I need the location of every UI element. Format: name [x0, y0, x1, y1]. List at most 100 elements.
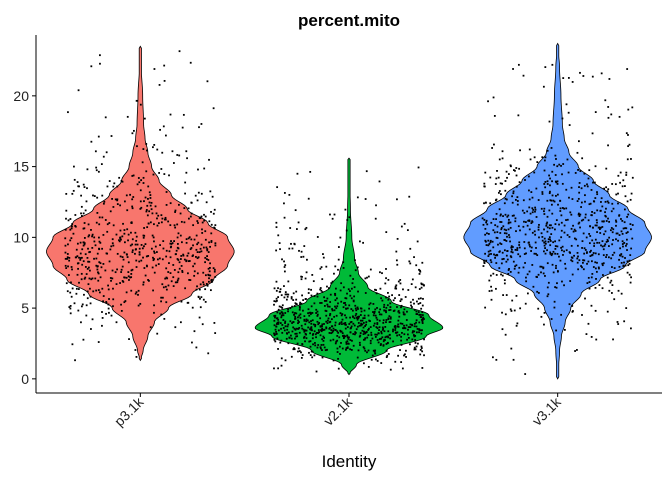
point-v3.1k [524, 262, 526, 264]
point-p3.1k [210, 241, 213, 243]
point-v2.1k [421, 318, 424, 321]
point-v3.1k [504, 180, 507, 182]
point-v2.1k [380, 362, 383, 364]
point-v3.1k [509, 226, 512, 229]
point-v2.1k [388, 333, 391, 336]
point-v2.1k [407, 336, 410, 339]
point-p3.1k [202, 271, 205, 274]
point-v2.1k [278, 290, 281, 293]
point-v3.1k [492, 272, 495, 275]
point-v3.1k [589, 255, 592, 257]
point-v2.1k [419, 329, 422, 332]
point-p3.1k [205, 201, 208, 204]
point-v2.1k [389, 337, 392, 340]
point-p3.1k [148, 279, 150, 282]
point-p3.1k [213, 270, 216, 273]
point-p3.1k [90, 140, 93, 143]
point-v3.1k [591, 132, 594, 135]
point-v3.1k [495, 262, 498, 264]
point-p3.1k [128, 338, 130, 340]
point-v2.1k [309, 313, 312, 315]
point-p3.1k [209, 289, 212, 292]
point-p3.1k [146, 204, 149, 207]
point-v2.1k [339, 289, 342, 292]
point-p3.1k [196, 251, 199, 253]
point-v2.1k [411, 331, 414, 334]
point-p3.1k [95, 166, 98, 169]
point-v3.1k [564, 267, 567, 270]
point-v3.1k [551, 263, 554, 266]
point-v3.1k [483, 262, 486, 264]
point-v2.1k [302, 309, 304, 312]
point-p3.1k [214, 275, 217, 278]
point-v3.1k [502, 225, 505, 228]
point-p3.1k [210, 232, 213, 235]
point-v2.1k [292, 299, 295, 301]
point-p3.1k [142, 256, 144, 259]
point-v2.1k [300, 324, 303, 327]
point-v2.1k [334, 342, 337, 345]
point-v3.1k [596, 241, 599, 244]
point-v3.1k [515, 174, 518, 177]
point-v2.1k [360, 322, 363, 325]
point-v2.1k [309, 311, 312, 314]
point-p3.1k [89, 287, 91, 290]
point-v3.1k [505, 229, 508, 232]
point-p3.1k [131, 198, 134, 201]
point-v2.1k [420, 319, 423, 321]
point-p3.1k [83, 186, 86, 188]
point-p3.1k [87, 235, 90, 238]
point-v2.1k [276, 311, 279, 314]
point-v2.1k [418, 272, 421, 275]
point-p3.1k [98, 216, 101, 219]
point-v3.1k [495, 287, 497, 290]
point-v3.1k [559, 207, 562, 210]
point-v2.1k [377, 332, 380, 335]
point-v2.1k [311, 319, 314, 322]
point-p3.1k [160, 300, 162, 303]
point-p3.1k [102, 295, 105, 297]
point-v2.1k [354, 259, 356, 262]
point-v2.1k [318, 331, 320, 333]
point-v3.1k [613, 298, 616, 301]
point-v2.1k [340, 330, 343, 333]
point-v2.1k [418, 329, 421, 331]
point-p3.1k [116, 198, 119, 201]
point-v3.1k [595, 219, 598, 221]
point-v3.1k [584, 297, 586, 300]
point-p3.1k [64, 244, 67, 247]
point-p3.1k [174, 211, 176, 213]
point-v2.1k [350, 325, 353, 328]
point-v2.1k [413, 335, 416, 337]
point-v2.1k [379, 344, 382, 346]
point-v3.1k [556, 183, 559, 185]
point-v2.1k [275, 332, 278, 335]
point-p3.1k [130, 221, 133, 224]
point-v3.1k [606, 276, 609, 279]
point-v3.1k [589, 235, 592, 237]
point-v2.1k [308, 340, 311, 343]
point-v2.1k [328, 327, 331, 330]
point-p3.1k [200, 243, 203, 246]
point-v3.1k [622, 179, 625, 182]
point-v3.1k [526, 224, 529, 227]
point-v3.1k [534, 233, 537, 236]
point-v3.1k [563, 284, 565, 287]
point-v3.1k [485, 244, 488, 246]
point-v3.1k [516, 200, 519, 202]
point-v3.1k [625, 227, 628, 230]
point-v3.1k [554, 154, 557, 157]
point-v2.1k [341, 313, 344, 316]
point-p3.1k [134, 243, 137, 246]
point-v2.1k [400, 335, 403, 338]
point-v2.1k [378, 180, 381, 183]
point-v2.1k [295, 290, 298, 293]
point-p3.1k [96, 196, 99, 199]
point-v2.1k [293, 347, 295, 350]
point-p3.1k [169, 242, 172, 245]
point-v3.1k [525, 252, 527, 255]
point-v2.1k [321, 338, 324, 341]
point-v3.1k [531, 196, 534, 199]
point-p3.1k [105, 312, 107, 315]
point-p3.1k [78, 281, 80, 284]
